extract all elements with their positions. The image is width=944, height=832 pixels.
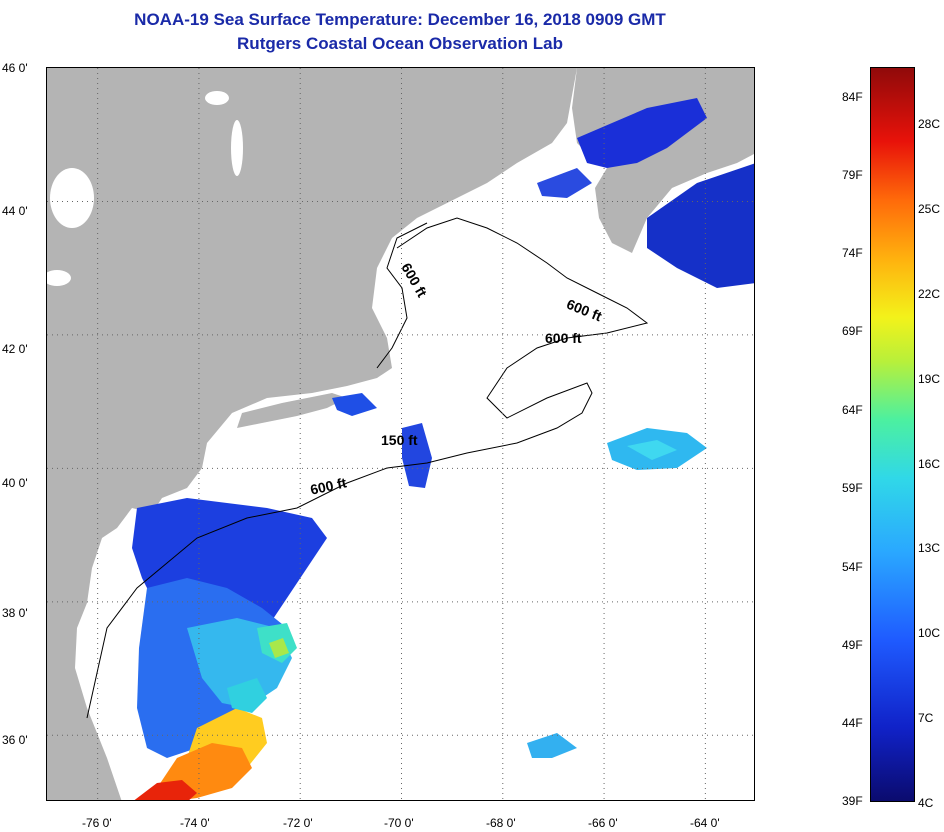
cb-c-4: 4C	[918, 796, 934, 810]
mainland	[47, 68, 577, 800]
temperature-colorbar	[870, 67, 915, 802]
graticule	[47, 68, 754, 800]
cb-c-16: 16C	[918, 457, 941, 471]
canada-maritimes	[572, 68, 754, 253]
lon-tick-74: -74 0'	[180, 816, 210, 830]
lon-tick-70: -70 0'	[384, 816, 414, 830]
sst-map	[46, 67, 755, 801]
cb-f-84: 84F	[842, 90, 863, 104]
cb-c-28: 28C	[918, 117, 941, 131]
map-title: NOAA-19 Sea Surface Temperature: Decembe…	[134, 10, 666, 29]
cb-c-19: 19C	[918, 372, 941, 386]
lon-tick-66: -66 0'	[588, 816, 618, 830]
lon-tick-76: -76 0'	[82, 816, 112, 830]
cb-c-10: 10C	[918, 626, 941, 640]
cb-f-44: 44F	[842, 716, 863, 730]
cb-f-59: 59F	[842, 481, 863, 495]
lon-tick-68: -68 0'	[486, 816, 516, 830]
cb-f-69: 69F	[842, 324, 863, 338]
lat-tick-42: 42 0'	[2, 342, 28, 356]
map-subtitle: Rutgers Coastal Ocean Observation Lab	[237, 34, 563, 53]
cb-c-22: 22C	[918, 287, 941, 301]
cb-f-54: 54F	[842, 560, 863, 574]
cb-f-74: 74F	[842, 246, 863, 260]
contour-label-4: 150 ft	[381, 432, 418, 448]
contour-label-3: 600 ft	[545, 330, 582, 346]
cb-f-49: 49F	[842, 638, 863, 652]
lat-tick-38: 38 0'	[2, 606, 28, 620]
lon-tick-72: -72 0'	[283, 816, 313, 830]
lat-tick-36: 36 0'	[2, 733, 28, 747]
cb-f-79: 79F	[842, 168, 863, 182]
lon-tick-64: -64 0'	[690, 816, 720, 830]
cb-c-7: 7C	[918, 711, 934, 725]
long-island	[237, 393, 347, 428]
lat-tick-44: 44 0'	[2, 204, 28, 218]
lat-tick-46: 46 0'	[2, 61, 28, 75]
cb-f-64: 64F	[842, 403, 863, 417]
map-canvas	[47, 68, 754, 800]
cb-c-13: 13C	[918, 541, 941, 555]
lat-tick-40: 40 0'	[2, 476, 28, 490]
cb-f-39: 39F	[842, 794, 863, 808]
cb-c-25: 25C	[918, 202, 941, 216]
